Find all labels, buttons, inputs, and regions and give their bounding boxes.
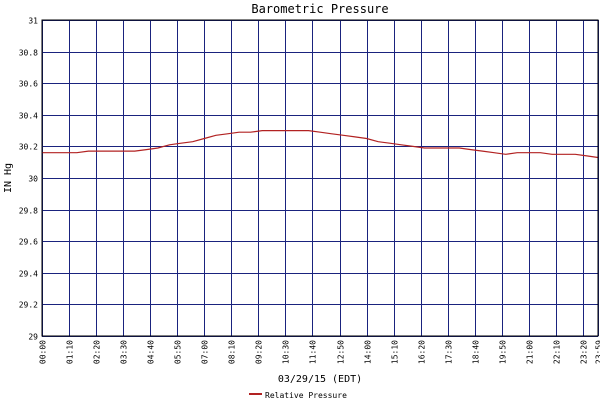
y-tick-label: 29.6	[19, 238, 38, 247]
y-tick-label: 30	[28, 175, 38, 184]
x-tick-label: 19:50	[499, 340, 508, 364]
x-tick-label: 18:40	[472, 340, 481, 364]
x-tick-label: 10:30	[282, 340, 291, 364]
y-tick-label: 30.2	[19, 143, 38, 152]
y-tick-label: 29	[28, 333, 38, 342]
x-tick-label: 09:20	[255, 340, 264, 364]
x-axis-label: 03/29/15 (EDT)	[278, 374, 362, 385]
x-tick-label: 08:10	[228, 340, 237, 364]
plot-frame	[41, 19, 599, 337]
y-tick-label: 30.8	[19, 49, 38, 58]
x-tick-label: 15:10	[391, 340, 400, 364]
series-layer	[42, 130, 599, 159]
x-tick-label: 23:59	[595, 340, 600, 364]
x-tick-label: 03:30	[120, 340, 129, 364]
x-tick-label: 12:50	[337, 340, 346, 364]
x-tick-label: 07:00	[201, 340, 210, 364]
y-tick-label: 30.6	[19, 80, 38, 89]
y-tick-label: 30.4	[19, 112, 38, 121]
x-tick-label: 14:00	[364, 340, 373, 364]
x-tick-label: 01:10	[66, 340, 75, 364]
y-tick-label: 31	[28, 17, 38, 26]
x-tick-labels: 00:00 01:10 02:20 03:30 04:40 05:50 07:00 08:10…	[39, 340, 600, 364]
y-tick-label: 29.2	[19, 301, 38, 310]
y-tick-labels: 29 29.2 29.4 29.6 29.8 30 30.2 30.4 30.6 30.8 31	[19, 17, 38, 342]
x-tick-label: 04:40	[147, 340, 156, 364]
x-tick-label: 22:10	[553, 340, 562, 364]
x-tick-label: 00:00	[39, 340, 48, 364]
chart-title: Barometric Pressure	[251, 2, 388, 16]
x-tick-label: 16:20	[418, 340, 427, 364]
x-tick-label: 21:00	[526, 340, 535, 364]
y-tick-label: 29.4	[19, 270, 38, 279]
x-tick-label: 02:20	[93, 340, 102, 364]
legend-label: Relative Pressure	[265, 391, 347, 400]
x-tick-label: 05:50	[174, 340, 183, 364]
x-tick-label: 11:40	[309, 340, 318, 364]
y-axis-label: IN Hg	[3, 163, 14, 193]
x-tick-label: 17:30	[445, 340, 454, 364]
x-tick-label: 23:20	[580, 340, 589, 364]
grid-lines	[42, 20, 599, 337]
series-line-relative-pressure	[42, 130, 599, 159]
y-tick-label: 29.8	[19, 207, 38, 216]
legend: Relative Pressure	[249, 391, 347, 400]
